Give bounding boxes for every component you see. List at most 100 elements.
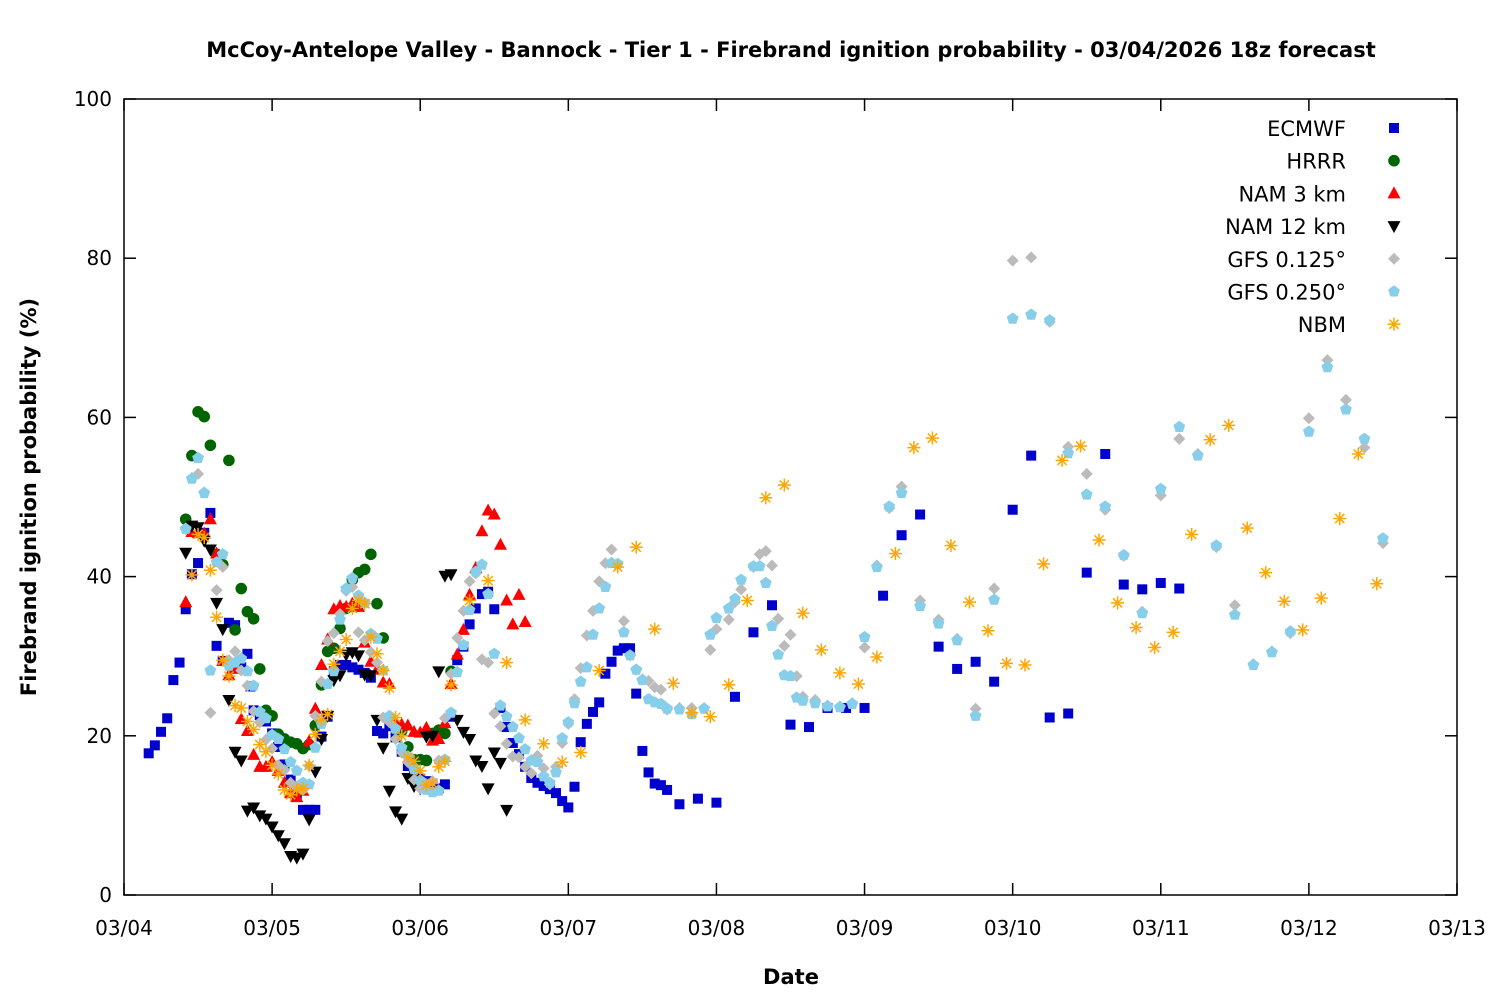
legend-marker-pentagon bbox=[1388, 285, 1400, 297]
data-point bbox=[494, 699, 507, 711]
data-point bbox=[969, 702, 982, 715]
data-point bbox=[327, 627, 340, 640]
data-point bbox=[1284, 625, 1297, 637]
data-point bbox=[420, 754, 433, 767]
data-point bbox=[988, 593, 1000, 605]
data-point bbox=[489, 604, 500, 615]
data-point bbox=[290, 764, 303, 776]
data-point bbox=[666, 676, 680, 690]
data-point bbox=[772, 648, 785, 660]
data-point bbox=[222, 669, 236, 683]
data-point bbox=[759, 545, 772, 558]
data-point bbox=[234, 755, 248, 768]
x-tick-label: 03/11 bbox=[1132, 916, 1190, 940]
y-tick-label: 80 bbox=[87, 246, 112, 270]
data-point bbox=[513, 732, 525, 744]
data-point bbox=[334, 659, 345, 670]
data-point bbox=[271, 767, 285, 781]
data-point bbox=[858, 641, 871, 654]
data-point bbox=[587, 628, 599, 640]
data-point bbox=[1321, 361, 1334, 373]
data-point bbox=[395, 813, 409, 826]
data-point bbox=[463, 593, 477, 607]
data-point bbox=[234, 701, 248, 715]
data-point bbox=[457, 638, 470, 651]
data-point bbox=[253, 663, 266, 675]
data-point bbox=[481, 783, 495, 796]
data-point bbox=[419, 720, 433, 733]
data-point bbox=[550, 766, 562, 778]
data-point bbox=[759, 576, 772, 588]
data-point bbox=[439, 779, 450, 790]
data-point bbox=[804, 722, 815, 733]
data-point bbox=[345, 601, 359, 615]
x-axis: 03/04 03/05 03/06 03/07 03/08 03/09 03/10 03/11… bbox=[95, 99, 1486, 940]
x-tick-label: 03/06 bbox=[391, 916, 449, 940]
data-point bbox=[574, 746, 588, 760]
data-point bbox=[1080, 488, 1093, 500]
data-point bbox=[450, 714, 464, 727]
data-point bbox=[241, 665, 254, 677]
data-point bbox=[321, 707, 335, 721]
x-axis-label: Date bbox=[763, 965, 819, 989]
data-point bbox=[630, 663, 643, 675]
data-point bbox=[265, 758, 279, 772]
data-point bbox=[704, 628, 717, 640]
data-point bbox=[1007, 504, 1018, 515]
data-point bbox=[186, 472, 198, 484]
data-point bbox=[501, 722, 512, 733]
data-point bbox=[858, 630, 871, 643]
data-point bbox=[470, 603, 481, 614]
data-point bbox=[253, 810, 267, 823]
data-point bbox=[907, 441, 921, 455]
data-point bbox=[722, 678, 736, 692]
data-point bbox=[364, 630, 378, 644]
series-nam-12-km bbox=[179, 520, 514, 865]
data-point bbox=[456, 622, 470, 635]
data-point bbox=[988, 582, 1001, 595]
data-point bbox=[476, 558, 488, 570]
legend-label: GFS 0.125° bbox=[1227, 248, 1346, 272]
data-point bbox=[481, 574, 495, 588]
data-point bbox=[247, 679, 260, 691]
data-point bbox=[784, 628, 797, 641]
data-point bbox=[203, 544, 217, 557]
data-point bbox=[1370, 577, 1384, 591]
data-point bbox=[162, 713, 173, 724]
data-point bbox=[211, 640, 222, 651]
data-point bbox=[1018, 658, 1032, 672]
data-point bbox=[229, 624, 241, 636]
data-point bbox=[174, 657, 185, 668]
data-point bbox=[648, 622, 662, 636]
data-point bbox=[452, 655, 463, 666]
data-point bbox=[557, 796, 568, 807]
data-point bbox=[1166, 625, 1180, 639]
data-point bbox=[809, 697, 822, 709]
data-point bbox=[376, 742, 390, 755]
data-point bbox=[481, 503, 495, 516]
data-point bbox=[588, 706, 599, 717]
data-point bbox=[735, 573, 747, 585]
data-point bbox=[463, 733, 477, 746]
data-point bbox=[1118, 579, 1129, 590]
data-point bbox=[618, 626, 630, 638]
data-point bbox=[389, 710, 403, 724]
data-point bbox=[618, 643, 629, 654]
data-point bbox=[450, 647, 464, 660]
x-tick-label: 03/07 bbox=[540, 916, 598, 940]
data-point bbox=[290, 852, 304, 865]
data-point bbox=[1155, 577, 1166, 588]
data-point bbox=[1222, 418, 1236, 432]
data-point bbox=[914, 599, 926, 612]
data-point bbox=[507, 737, 518, 748]
legend-marker-triangle-down bbox=[1387, 221, 1401, 234]
data-point bbox=[543, 776, 556, 788]
data-point bbox=[1228, 599, 1241, 612]
data-point bbox=[235, 582, 248, 595]
data-point bbox=[722, 613, 735, 626]
data-point bbox=[149, 740, 160, 751]
data-point bbox=[260, 712, 272, 724]
data-point bbox=[271, 830, 285, 843]
data-point bbox=[456, 726, 470, 739]
